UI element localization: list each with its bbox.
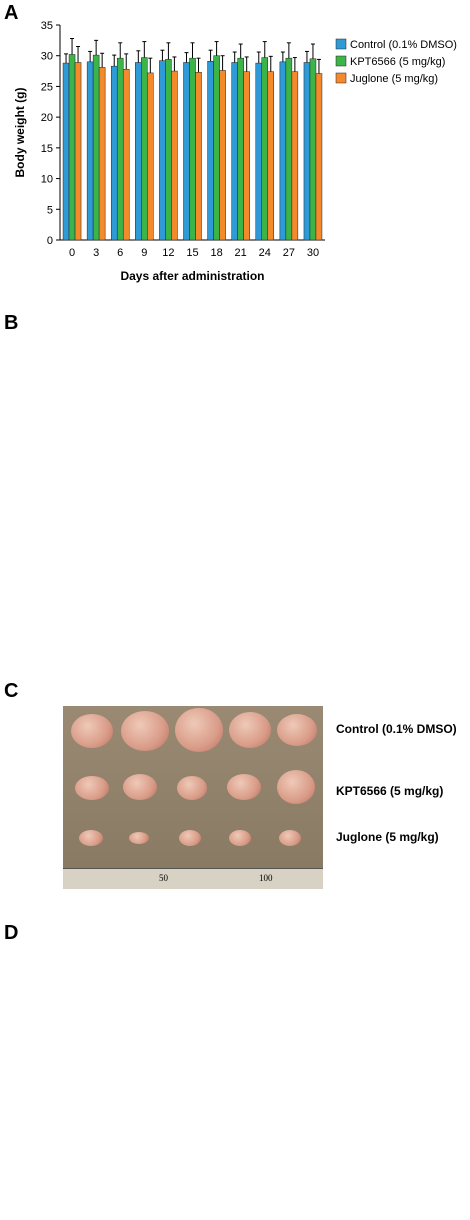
y-axis-title: Body weight (g) — [13, 88, 27, 178]
panel-letter-d: D — [4, 922, 19, 944]
panel-letter-a: A — [4, 2, 19, 24]
tumor-kpt-3 — [177, 776, 207, 800]
bar — [62, 62, 70, 241]
y-tick-label: 30 — [41, 51, 53, 63]
photo-row-label-juglone: Juglone (5 mg/kg) — [336, 830, 439, 844]
bar — [309, 58, 317, 241]
bar — [110, 65, 118, 241]
bar — [141, 57, 148, 241]
tumor-juglone-3 — [179, 830, 201, 846]
ruler-label-50: 50 — [159, 873, 168, 883]
y-tick-label: 10 — [41, 174, 53, 186]
bar — [86, 61, 94, 241]
tumor-volume-chart — [0, 310, 470, 680]
bar — [237, 57, 244, 241]
bar — [267, 71, 275, 241]
bar — [213, 55, 220, 241]
x-tick-label: 24 — [259, 247, 271, 259]
bar — [98, 67, 106, 241]
tumor-kpt-2 — [123, 774, 157, 800]
legend-label: Juglone (5 mg/kg) — [350, 73, 438, 85]
bar — [116, 57, 124, 241]
x-tick-label: 3 — [93, 247, 99, 259]
tumor-kpt-5 — [277, 770, 315, 804]
bar — [165, 59, 172, 241]
ruler-ticks — [63, 869, 323, 889]
tumor-juglone-5 — [279, 830, 301, 846]
x-axis-title: Days after administration — [120, 269, 264, 283]
tumor-control-2 — [121, 711, 169, 751]
bar — [195, 72, 202, 241]
tumor-control-4 — [229, 712, 271, 748]
tumor-kpt-4 — [227, 774, 261, 800]
bar — [279, 61, 287, 241]
x-tick-label: 18 — [210, 247, 222, 259]
tumor-control-5 — [277, 714, 317, 746]
bar — [189, 57, 196, 241]
legend-swatch — [335, 72, 347, 84]
x-tick-label: 30 — [307, 247, 319, 259]
bar — [74, 62, 82, 241]
bar — [243, 71, 250, 241]
y-tick-label: 25 — [41, 81, 53, 93]
bar — [231, 62, 238, 241]
panel-b: B — [0, 310, 470, 680]
x-tick-label: 12 — [162, 247, 174, 259]
bar — [68, 54, 76, 241]
y-tick-label: 15 — [41, 143, 53, 155]
bar — [135, 62, 142, 241]
bar — [159, 60, 166, 241]
x-tick-label: 21 — [235, 247, 247, 259]
x-tick-label: 9 — [141, 247, 147, 259]
bar — [92, 54, 100, 241]
x-tick-label: 6 — [117, 247, 123, 259]
panel-d: D — [0, 920, 470, 1220]
legend-swatch — [335, 55, 347, 67]
photo-row-label-control: Control (0.1% DMSO) — [336, 722, 457, 736]
x-tick-label: 15 — [186, 247, 198, 259]
y-tick-label: 5 — [47, 204, 53, 216]
bar — [291, 71, 299, 241]
y-tick-label: 20 — [41, 112, 53, 124]
y-tick-label: 0 — [47, 235, 53, 247]
legend-label: Control (0.1% DMSO) — [350, 39, 457, 51]
tumor-juglone-2 — [129, 832, 149, 844]
panel-letter-c: C — [4, 680, 19, 702]
bar — [315, 73, 323, 241]
bar — [219, 70, 226, 241]
y-tick-label: 35 — [41, 20, 53, 32]
panel-a: A 0 5 10 15 20 25 30 35 0 3 6 9 12 15 18 21 24 27 30 Days a… — [0, 0, 470, 300]
panel-letter-b: B — [4, 312, 19, 334]
tumor-control-3 — [175, 708, 223, 752]
bar — [303, 62, 311, 241]
ruler-label-100: 100 — [259, 873, 273, 883]
tumor-photo — [63, 706, 323, 888]
legend-swatch — [335, 38, 347, 50]
panel-c: C 50 100 Control (0.1% DMSO) KPT6566 (5 … — [0, 678, 470, 898]
bar — [207, 60, 214, 241]
x-tick-label: 27 — [283, 247, 295, 259]
legend-label: KPT6566 (5 mg/kg) — [350, 56, 445, 68]
bar — [147, 72, 154, 241]
bar — [285, 57, 293, 241]
photo-row-label-kpt: KPT6566 (5 mg/kg) — [336, 784, 444, 798]
tumor-control-1 — [71, 714, 113, 748]
bar — [255, 62, 263, 241]
bar — [183, 62, 190, 241]
bar — [122, 68, 130, 241]
tumor-juglone-1 — [79, 830, 103, 846]
body-weight-chart: 0 5 10 15 20 25 30 35 0 3 6 9 12 15 18 21 24 27 30 Days aft… — [13, 20, 457, 283]
x-tick-label: 0 — [69, 247, 75, 259]
bar — [261, 57, 269, 241]
tumor-kpt-1 — [75, 776, 109, 800]
tumor-juglone-4 — [229, 830, 251, 846]
ruler: 50 100 — [63, 868, 323, 889]
tumor-weight-chart — [0, 920, 470, 1220]
bar — [171, 70, 178, 241]
